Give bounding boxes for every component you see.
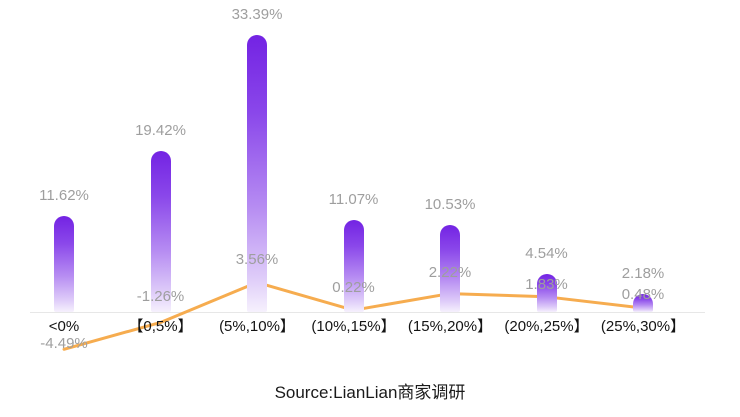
x-axis-label: 【0,5%】: [128, 318, 193, 335]
bar: [536, 274, 557, 312]
x-axis-label: (25%,30%】: [600, 318, 686, 335]
line-value-label: 3.56%: [235, 251, 279, 269]
bar: [633, 293, 653, 312]
line-value-label: 0.22%: [332, 279, 375, 297]
line-value-label: 0.48%: [621, 286, 665, 304]
bar: [343, 220, 364, 312]
bar: [247, 34, 267, 312]
x-axis-label: (10%,15%】: [311, 318, 396, 335]
line-value-label: -1.26%: [136, 288, 185, 306]
source-caption: Source:LianLian商家调研: [274, 383, 466, 402]
line-value-label: 1.83%: [525, 275, 568, 293]
line-value-label: 2.22%: [428, 263, 472, 281]
bar-value-label: 11.07%: [328, 191, 379, 209]
bar: [440, 224, 460, 312]
bar-value-label: 10.53%: [424, 195, 476, 213]
x-axis-label: (5%,10%】: [219, 318, 295, 335]
line-value-label: -4.49%: [40, 335, 88, 353]
x-axis-label: (20%,25%】: [504, 318, 589, 335]
bar-value-label: 11.62%: [39, 186, 89, 204]
bar-value-label: 4.54%: [525, 245, 568, 263]
bar: [150, 150, 171, 312]
bar-value-label: 33.39%: [231, 5, 283, 23]
bar: [54, 215, 74, 312]
x-axis-label: (15%,20%】: [407, 318, 493, 335]
x-axis-line: [30, 312, 705, 313]
bar-value-label: 2.18%: [621, 264, 665, 282]
x-axis-label: <0%: [48, 318, 80, 335]
bar-value-label: 19.42%: [135, 121, 186, 139]
